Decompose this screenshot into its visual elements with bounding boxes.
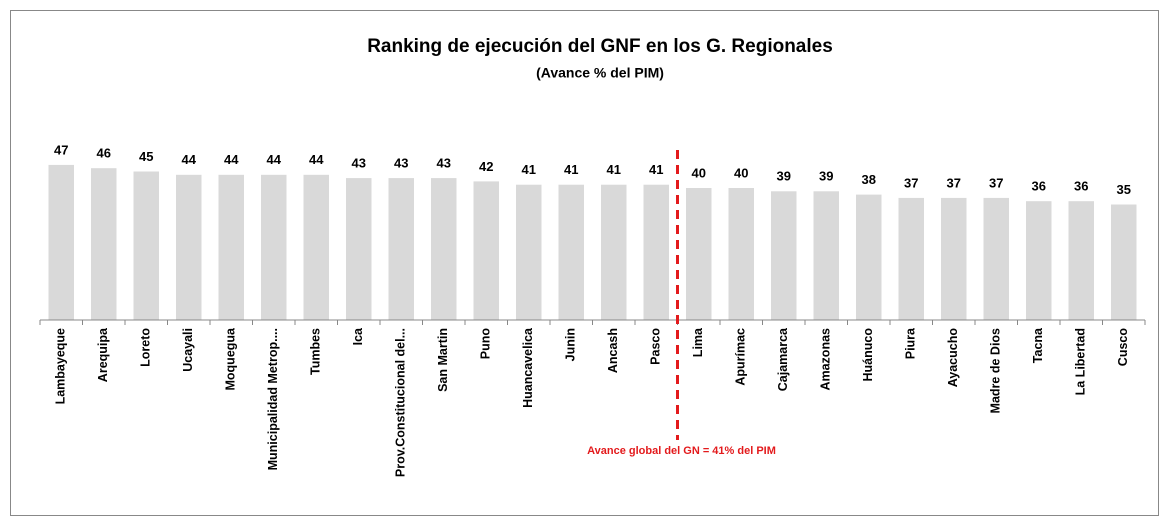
x-tick-label: Puno <box>479 328 493 360</box>
x-tick-label: Junin <box>564 328 578 361</box>
bar <box>218 174 244 320</box>
value-label: 44 <box>267 152 282 167</box>
bar <box>728 188 754 320</box>
bar <box>176 174 202 320</box>
x-tick-label: Tacna <box>1031 327 1045 363</box>
x-tick-label: Moquegua <box>224 327 238 391</box>
bar <box>941 197 967 320</box>
bar <box>898 197 924 320</box>
bar <box>1068 201 1094 320</box>
value-label: 43 <box>352 156 366 171</box>
x-tick-label: Ayacucho <box>946 328 960 388</box>
bar <box>856 194 882 320</box>
bar <box>261 174 287 320</box>
bar <box>558 184 584 320</box>
x-tick-label: Amazonas <box>819 328 833 391</box>
bar <box>431 178 457 320</box>
value-label: 43 <box>437 156 451 171</box>
value-label: 42 <box>479 159 493 174</box>
x-tick-label: Prov.Constitucional del... <box>394 328 408 477</box>
value-label: 39 <box>777 169 791 184</box>
x-tick-label: Lima <box>691 327 705 357</box>
x-tick-label: Huancavelica <box>521 327 535 408</box>
value-label: 46 <box>97 146 111 161</box>
value-label: 37 <box>904 175 918 190</box>
value-label: 41 <box>564 162 578 177</box>
value-label: 44 <box>182 152 197 167</box>
value-label: 40 <box>692 165 706 180</box>
bar <box>1026 201 1052 320</box>
bar <box>686 188 712 320</box>
x-tick-label: Madre de Dios <box>989 328 1003 413</box>
chart-subtitle: (Avance % del PIM) <box>536 65 664 81</box>
value-label: 40 <box>734 165 748 180</box>
value-label: 36 <box>1032 179 1046 194</box>
value-label: 41 <box>607 162 621 177</box>
bar <box>473 181 499 320</box>
chart-frame <box>10 10 1159 516</box>
x-tick-label: Apurímac <box>734 328 748 386</box>
value-label: 45 <box>139 149 153 164</box>
x-tick-label: Piura <box>904 327 918 359</box>
x-tick-label: Loreto <box>139 328 153 367</box>
bar <box>983 197 1009 320</box>
value-label: 38 <box>862 172 876 187</box>
value-label: 35 <box>1117 182 1131 197</box>
bar <box>1111 204 1137 320</box>
bar <box>91 168 117 320</box>
bar <box>48 164 74 320</box>
x-tick-label: Tumbes <box>309 328 323 375</box>
x-tick-label: Cajamarca <box>776 327 790 391</box>
value-label: 44 <box>224 152 239 167</box>
bar <box>813 191 839 320</box>
value-label: 44 <box>309 152 324 167</box>
bar <box>346 178 372 320</box>
x-tick-label: Huánuco <box>861 328 875 382</box>
x-tick-label: Lambayeque <box>54 328 68 404</box>
x-tick-label: Municipalidad Metrop.... <box>266 328 280 470</box>
value-label: 37 <box>947 175 961 190</box>
bar <box>516 184 542 320</box>
annotation: Avance global del GN = 41% del PIM <box>587 445 776 457</box>
x-tick-label: La Libertad <box>1074 328 1088 395</box>
x-tick-label: San Martin <box>436 328 450 392</box>
value-label: 39 <box>819 169 833 184</box>
bar <box>303 174 329 320</box>
bar <box>771 191 797 320</box>
value-label: 47 <box>54 142 68 157</box>
x-tick-label: Pasco <box>649 328 663 365</box>
value-label: 41 <box>649 162 663 177</box>
x-tick-label: Ica <box>351 327 365 345</box>
x-tick-label: Arequipa <box>96 327 110 382</box>
x-tick-label: Ucayali <box>181 328 195 372</box>
bar <box>133 171 159 320</box>
value-label: 36 <box>1074 179 1088 194</box>
value-label: 37 <box>989 175 1003 190</box>
bar <box>601 184 627 320</box>
bar <box>388 178 414 320</box>
value-label: 41 <box>522 162 536 177</box>
chart-title: Ranking de ejecución del GNF en los G. R… <box>367 36 833 57</box>
x-tick-label: Cusco <box>1116 328 1130 367</box>
bar <box>643 184 669 320</box>
x-tick-label: Ancash <box>606 328 620 373</box>
value-label: 43 <box>394 156 408 171</box>
